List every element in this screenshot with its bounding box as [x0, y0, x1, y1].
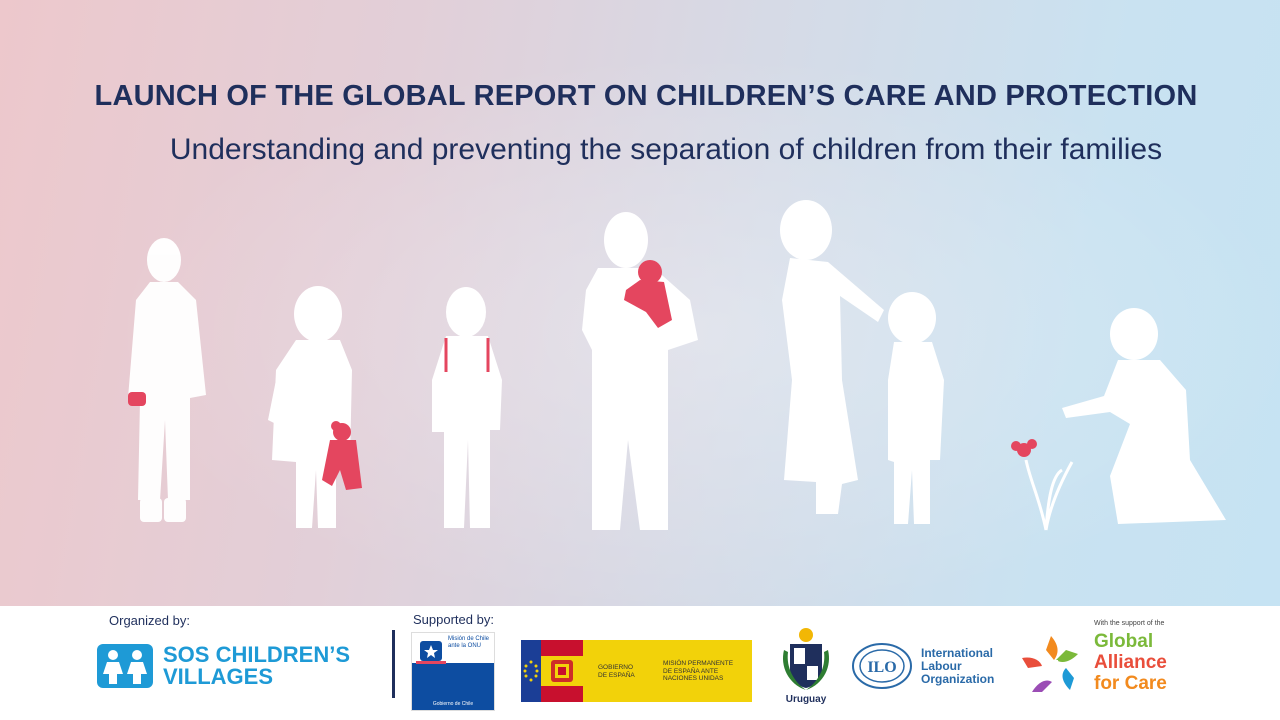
chile-gov-text: Gobierno de Chile [432, 701, 474, 707]
gac-text: Global Alliance for Care [1094, 631, 1167, 694]
gac-line-2: Alliance [1094, 652, 1167, 673]
chile-mission-logo: Misión de Chile ante la ONU Gobierno de … [411, 632, 495, 711]
gac-line-1: Global [1094, 631, 1154, 652]
sos-line-2: VILLAGES [163, 664, 274, 689]
chile-mission-text: Misión de Chile ante la ONU [448, 636, 490, 649]
sos-logo-text: SOS CHILDREN’S VILLAGES [163, 644, 350, 688]
figure-girl [268, 286, 352, 528]
figure-boy [432, 287, 502, 528]
red-purse [128, 392, 146, 406]
figure-child [888, 292, 944, 524]
ilo-line-2: Labour [921, 658, 962, 673]
backpack-straps [444, 338, 490, 372]
gac-line-3: for Care [1094, 673, 1167, 694]
spain-mission-text: MISIÓN PERMANENTE DE ESPAÑA ANTE NACIONE… [663, 660, 733, 683]
global-alliance-for-care-logo: With the support of the Global Alliance … [1016, 620, 1206, 706]
spain-mission-line-3: NACIONES UNIDAS [663, 675, 724, 682]
baby-icon [624, 260, 672, 328]
uruguay-label: Uruguay [785, 694, 827, 705]
figure-kneeling-woman [1062, 308, 1226, 524]
gac-support-text: With the support of the [1094, 620, 1165, 627]
gac-star-icon [1022, 636, 1078, 692]
sos-childrens-villages-logo: SOS CHILDREN’S VILLAGES [97, 644, 350, 688]
supported-by-label: Supported by: [413, 612, 494, 627]
figure-woman [780, 200, 884, 514]
spain-mission-line-1: MISIÓN PERMANENTE [663, 660, 734, 667]
ilo-logo: ILO International Labour Organization [851, 642, 994, 690]
teddy-bear-icon [322, 421, 362, 490]
figure-elderly-woman [128, 238, 206, 522]
svg-text:ILO: ILO [867, 659, 896, 676]
page-title: LAUNCH OF THE GLOBAL REPORT ON CHILDREN’… [94, 80, 1198, 112]
sos-children-icon [97, 644, 153, 688]
ilo-text: International Labour Organization [921, 645, 995, 686]
flower-icon [1011, 439, 1074, 531]
spain-flag-icon [541, 640, 583, 702]
organized-by-label: Organized by: [109, 613, 190, 628]
figure-man [582, 212, 698, 530]
page-subtitle: Understanding and preventing the separat… [169, 133, 1163, 166]
ilo-line-1: International [921, 645, 994, 660]
chile-coat-of-arms-icon [416, 641, 446, 664]
uruguay-coat-of-arms-icon [782, 628, 830, 690]
spain-gov-line-2: DE ESPAÑA [598, 671, 635, 679]
illustration-figures [128, 200, 1226, 531]
spain-gov-text: GOBIERNO DE ESPAÑA [598, 664, 635, 679]
eu-flag-icon [521, 640, 541, 702]
ilo-emblem-icon: ILO [852, 643, 912, 689]
footer-divider [392, 630, 395, 698]
ilo-line-3: Organization [921, 671, 995, 686]
spain-mission-logo: GOBIERNO DE ESPAÑA MISIÓN PERMANENTE DE … [521, 640, 752, 702]
uruguay-logo: Uruguay [776, 626, 836, 708]
spain-gov-line-1: GOBIERNO [598, 664, 634, 671]
spain-mission-line-2: DE ESPAÑA ANTE [663, 667, 719, 675]
sos-line-1: SOS CHILDREN’S [163, 642, 351, 667]
